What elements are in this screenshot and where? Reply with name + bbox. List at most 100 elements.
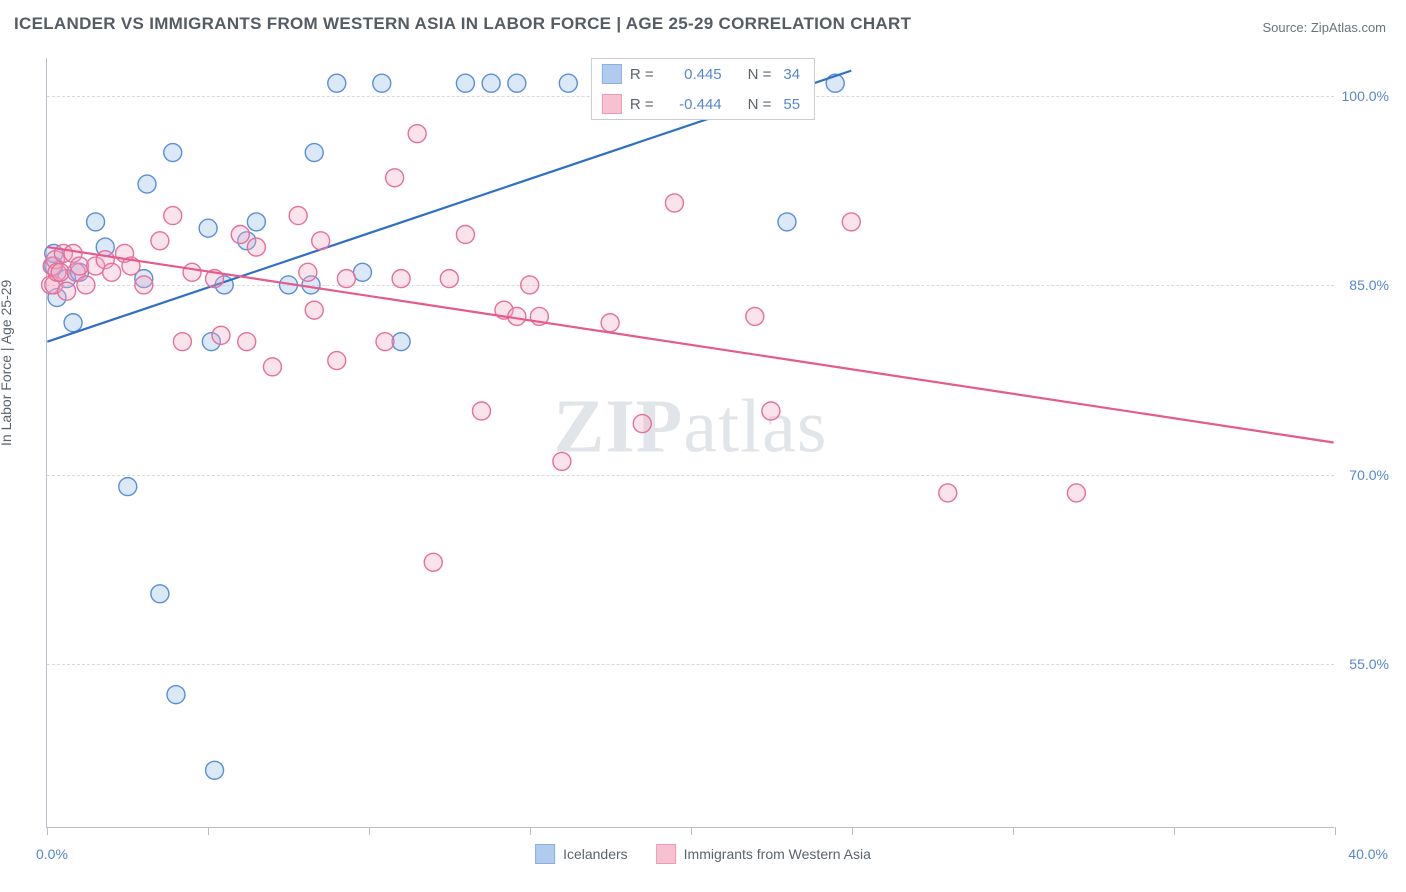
x-tick [208, 827, 209, 835]
source-label: Source: ZipAtlas.com [1262, 20, 1386, 35]
data-point-wasia [164, 207, 182, 225]
data-point-wasia [151, 232, 169, 250]
data-point-icelanders [64, 314, 82, 332]
x-tick [47, 827, 48, 835]
correlation-chart: ICELANDER VS IMMIGRANTS FROM WESTERN ASI… [0, 0, 1406, 892]
data-point-wasia [247, 238, 265, 256]
data-point-wasia [456, 226, 474, 244]
data-point-wasia [71, 257, 89, 275]
y-tick-label: 70.0% [1349, 467, 1389, 483]
data-point-wasia [173, 333, 191, 351]
data-point-icelanders [328, 74, 346, 92]
data-point-wasia [392, 270, 410, 288]
legend-swatch-icon [656, 844, 676, 864]
data-point-wasia [1067, 484, 1085, 502]
data-point-wasia [212, 326, 230, 344]
data-point-icelanders [87, 213, 105, 231]
data-point-icelanders [456, 74, 474, 92]
chart-title: ICELANDER VS IMMIGRANTS FROM WESTERN ASI… [14, 14, 911, 34]
data-point-icelanders [167, 686, 185, 704]
x-tick [852, 827, 853, 835]
r-label: R = [630, 66, 654, 83]
r-label: R = [630, 96, 654, 113]
data-point-wasia [633, 415, 651, 433]
series-legend: Icelanders Immigrants from Western Asia [535, 844, 871, 864]
x-tick [530, 827, 531, 835]
data-point-wasia [77, 276, 95, 294]
y-axis-label: In Labor Force | Age 25-29 [0, 280, 14, 446]
n-label: N = [748, 96, 772, 113]
data-point-wasia [601, 314, 619, 332]
data-point-wasia [762, 402, 780, 420]
data-point-wasia [135, 276, 153, 294]
data-point-wasia [312, 232, 330, 250]
correlation-legend: R = 0.445 N = 34 R = -0.444 N = 55 [591, 58, 815, 120]
data-point-wasia [665, 194, 683, 212]
data-point-wasia [424, 553, 442, 571]
data-point-icelanders [482, 74, 500, 92]
legend-swatch-icon [602, 64, 622, 84]
data-point-icelanders [559, 74, 577, 92]
data-point-wasia [376, 333, 394, 351]
legend-label: Icelanders [563, 846, 628, 862]
data-point-icelanders [392, 333, 410, 351]
legend-label: Immigrants from Western Asia [684, 846, 871, 862]
data-point-icelanders [508, 74, 526, 92]
data-point-icelanders [778, 213, 796, 231]
data-point-icelanders [206, 761, 224, 779]
data-point-wasia [842, 213, 860, 231]
data-point-wasia [58, 282, 76, 300]
data-point-wasia [238, 333, 256, 351]
data-point-icelanders [119, 478, 137, 496]
r-value: 0.445 [662, 66, 722, 83]
legend-stat-wasia: R = -0.444 N = 55 [592, 89, 814, 119]
data-point-wasia [521, 276, 539, 294]
x-axis-max-label: 40.0% [1348, 846, 1388, 862]
x-tick [1335, 827, 1336, 835]
data-point-wasia [299, 263, 317, 281]
data-point-wasia [289, 207, 307, 225]
plot-svg [47, 58, 1334, 827]
data-point-wasia [553, 452, 571, 470]
legend-swatch-icon [535, 844, 555, 864]
data-point-wasia [51, 263, 69, 281]
data-point-wasia [305, 301, 323, 319]
y-tick-label: 100.0% [1342, 88, 1389, 104]
n-label: N = [748, 66, 772, 83]
legend-swatch-icon [602, 94, 622, 114]
data-point-icelanders [305, 144, 323, 162]
legend-item-icelanders: Icelanders [535, 844, 628, 864]
data-point-wasia [263, 358, 281, 376]
data-point-icelanders [373, 74, 391, 92]
data-point-wasia [231, 226, 249, 244]
r-value: -0.444 [662, 96, 722, 113]
data-point-wasia [939, 484, 957, 502]
x-tick [369, 827, 370, 835]
data-point-wasia [328, 352, 346, 370]
data-point-wasia [746, 307, 764, 325]
data-point-wasia [440, 270, 458, 288]
data-point-icelanders [138, 175, 156, 193]
data-point-wasia [472, 402, 490, 420]
data-point-icelanders [353, 263, 371, 281]
data-point-icelanders [247, 213, 265, 231]
data-point-icelanders [164, 144, 182, 162]
legend-item-wasia: Immigrants from Western Asia [656, 844, 871, 864]
x-tick [1013, 827, 1014, 835]
data-point-icelanders [151, 585, 169, 603]
data-point-wasia [408, 125, 426, 143]
data-point-wasia [337, 270, 355, 288]
x-tick [691, 827, 692, 835]
y-tick-label: 85.0% [1349, 277, 1389, 293]
y-tick-label: 55.0% [1349, 656, 1389, 672]
legend-stat-icelanders: R = 0.445 N = 34 [592, 59, 814, 89]
n-value: 55 [783, 96, 800, 113]
data-point-wasia [386, 169, 404, 187]
n-value: 34 [783, 66, 800, 83]
x-tick [1174, 827, 1175, 835]
x-axis-min-label: 0.0% [36, 846, 68, 862]
plot-area: ZIPatlas 55.0%70.0%85.0%100.0% [46, 58, 1334, 828]
data-point-wasia [103, 263, 121, 281]
data-point-icelanders [199, 219, 217, 237]
data-point-wasia [183, 263, 201, 281]
